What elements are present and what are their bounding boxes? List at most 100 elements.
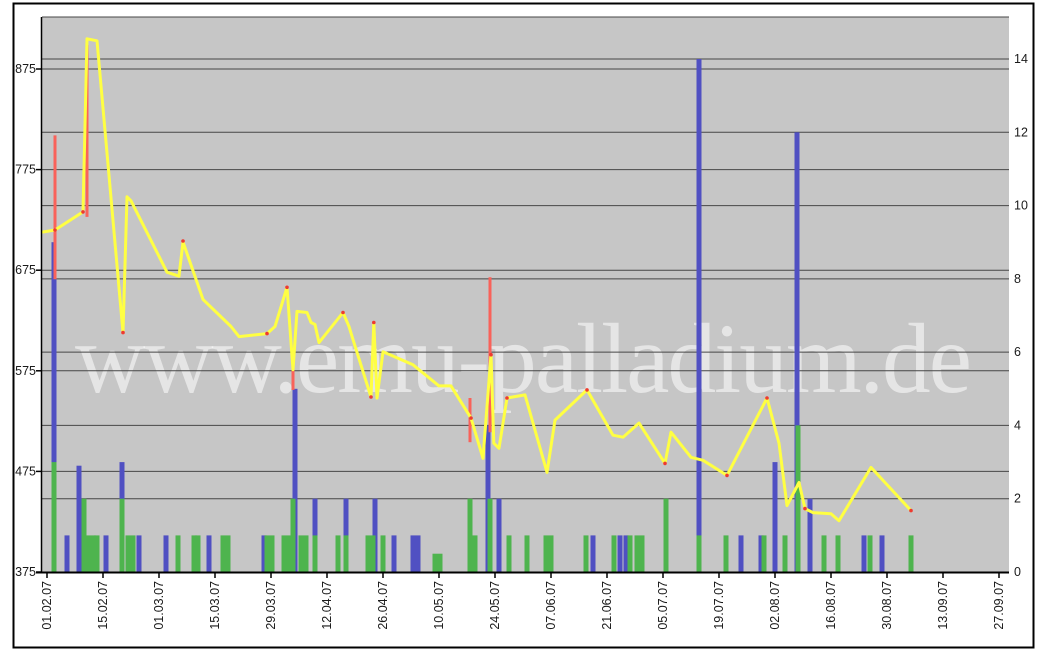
price-point-marker <box>725 473 729 478</box>
volume-blue-bar <box>879 535 885 572</box>
left-axis-tick-label: 375 <box>15 565 36 579</box>
left-axis-tick-label: 775 <box>15 163 36 177</box>
volume-blue-bar <box>738 535 744 572</box>
volume-green-bar <box>51 462 57 572</box>
volume-blue-bar <box>391 535 397 572</box>
volume-green-bar <box>761 535 767 572</box>
volume-green-bar <box>81 498 87 572</box>
volume-blue-bar <box>696 59 702 572</box>
volume-green-bar <box>195 535 201 572</box>
volume-green-bar <box>548 535 554 572</box>
x-axis-tick-label: 10.05.07 <box>432 581 446 630</box>
x-axis-tick-label: 12.04.07 <box>320 581 334 630</box>
volume-blue-bar <box>590 535 596 572</box>
volume-green-bar <box>264 535 270 572</box>
price-point-marker <box>469 416 473 420</box>
volume-green-bar <box>125 535 131 572</box>
volume-blue-bar <box>758 535 764 572</box>
volume-green-bar <box>365 535 371 572</box>
outer-border <box>12 2 1035 649</box>
x-axis-tick-label: 01.02.07 <box>40 581 54 630</box>
volume-green-bar <box>437 553 443 572</box>
volume-green-bar <box>663 498 669 572</box>
price-point-marker <box>663 461 667 466</box>
price-point-marker <box>489 352 493 357</box>
volume-green-bar <box>543 535 549 572</box>
volume-green-bar <box>524 535 530 572</box>
x-axis-tick-label: 21.06.07 <box>600 581 614 630</box>
volume-green-bar <box>867 535 873 572</box>
volume-green-bar <box>639 535 645 572</box>
volume-blue-bar <box>410 535 416 572</box>
volume-blue-bar <box>206 535 212 572</box>
volume-blue-bar <box>292 388 298 572</box>
volume-green-bar <box>583 535 589 572</box>
x-axis-tick-label: 24.05.07 <box>488 581 502 630</box>
left-axis-tick-label: 475 <box>15 464 36 478</box>
price-point-marker <box>505 396 509 400</box>
volume-blue-bar <box>51 242 57 572</box>
volume-green-bar <box>506 535 512 572</box>
volume-green-bar <box>175 535 181 572</box>
watermark-text: www.emu-palladium.de <box>75 303 970 414</box>
volume-green-bar <box>303 535 309 572</box>
volume-blue-bar <box>623 535 629 572</box>
plot-area <box>42 17 1009 572</box>
volume-green-bar <box>472 535 478 572</box>
volume-green-bar <box>835 535 841 572</box>
price-point-marker <box>265 331 269 336</box>
volume-green-bar <box>191 535 197 572</box>
volume-green-bar <box>370 535 376 572</box>
volume-blue-bar <box>343 498 349 572</box>
x-axis-tick-label: 01.03.07 <box>152 581 166 630</box>
volume-green-bar <box>335 535 341 572</box>
volume-green-bar <box>723 535 729 572</box>
price-point-marker <box>341 310 345 315</box>
volume-green-bar <box>290 498 296 572</box>
volume-blue-bar <box>772 462 778 572</box>
right-axis-tick-label: 8 <box>1014 272 1021 286</box>
volume-blue-bar <box>64 535 70 572</box>
volume-blue-bar <box>136 535 142 572</box>
right-axis-tick-label: 12 <box>1014 125 1028 139</box>
x-axis-tick-label: 02.08.07 <box>768 581 782 630</box>
volume-green-bar <box>312 535 318 572</box>
volume-green-bar <box>119 498 125 572</box>
x-axis-tick-label: 19.07.07 <box>712 581 726 630</box>
volume-blue-bar <box>617 535 623 572</box>
volume-blue-bar <box>261 535 267 572</box>
volume-green-bar <box>627 535 633 572</box>
volume-green-bar <box>90 535 96 572</box>
x-axis-tick-label: 15.03.07 <box>208 581 222 630</box>
volume-green-bar <box>94 535 100 572</box>
volume-green-bar <box>696 535 702 572</box>
volume-green-bar <box>380 535 386 572</box>
price-point-marker <box>81 210 85 214</box>
volume-blue-bar <box>807 498 813 572</box>
x-axis-tick-label: 30.08.07 <box>880 581 894 630</box>
volume-blue-bar <box>103 535 109 572</box>
volume-blue-bar <box>794 132 800 573</box>
left-axis-tick-label: 675 <box>15 263 36 277</box>
x-axis-tick-label: 26.04.07 <box>376 581 390 630</box>
volume-green-bar <box>487 498 493 572</box>
volume-blue-bar <box>312 498 318 572</box>
price-point-marker <box>121 330 125 335</box>
price-point-marker <box>803 506 807 511</box>
right-axis-tick-label: 4 <box>1014 418 1021 432</box>
price-point-marker <box>53 228 57 232</box>
volume-blue-bar <box>76 465 82 572</box>
volume-green-bar <box>795 425 801 572</box>
volume-blue-bar <box>496 498 502 572</box>
volume-green-bar <box>220 535 226 572</box>
volume-green-bar <box>467 498 473 572</box>
volume-green-bar <box>432 553 438 572</box>
volume-green-bar <box>225 535 231 572</box>
volume-blue-bar <box>861 535 867 572</box>
price-point-marker <box>585 388 589 392</box>
volume-blue-bar <box>415 535 421 572</box>
volume-green-bar <box>269 535 275 572</box>
x-axis-tick-label: 13.09.07 <box>936 581 950 630</box>
